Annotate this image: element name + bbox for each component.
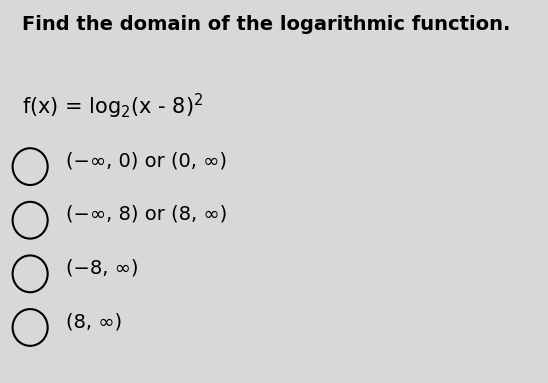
Text: (−∞, 8) or (8, ∞): (−∞, 8) or (8, ∞) bbox=[66, 205, 227, 224]
Text: (−∞, 0) or (0, ∞): (−∞, 0) or (0, ∞) bbox=[66, 151, 227, 170]
Text: Find the domain of the logarithmic function.: Find the domain of the logarithmic funct… bbox=[22, 15, 510, 34]
Text: (8, ∞): (8, ∞) bbox=[66, 312, 122, 331]
Text: (−8, ∞): (−8, ∞) bbox=[66, 259, 138, 278]
Text: f(x) = log$_2$(x - 8)$^2$: f(x) = log$_2$(x - 8)$^2$ bbox=[22, 92, 203, 121]
